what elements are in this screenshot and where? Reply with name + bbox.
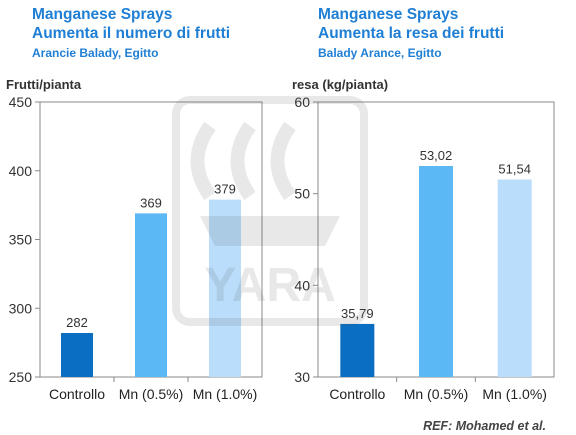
left-bar-chart: 250 300 350 400 450 282 Controllo 369 Mn (0.5%) 3…	[9, 94, 263, 402]
left-chart-subtitle: Aumenta il numero di frutti	[32, 25, 231, 42]
left-bar-1	[61, 333, 93, 377]
right-y-tick-label: 50	[294, 186, 310, 202]
right-data-label-3: 51,54	[498, 162, 531, 177]
left-category-label-1: Controllo	[49, 386, 105, 402]
right-data-label-1: 35,79	[341, 306, 374, 321]
right-y-tick-label: 40	[294, 277, 310, 293]
left-chart-title: Manganese Sprays	[32, 6, 173, 23]
right-data-label-2: 53,02	[420, 148, 453, 163]
left-chart-location: Arancie Balady, Egitto	[32, 46, 159, 60]
left-data-label-3: 379	[214, 182, 236, 197]
right-category-label-3: Mn (1.0%)	[482, 386, 547, 402]
left-y-tick-label: 250	[9, 369, 33, 385]
left-y-tick-label: 350	[9, 232, 33, 248]
left-y-tick-label: 450	[9, 94, 33, 110]
right-bar-2	[419, 165, 453, 377]
left-chart-panel: Manganese Sprays Aumenta il numero di fr…	[6, 6, 263, 402]
left-data-label-2: 369	[140, 195, 162, 210]
left-category-label-2: Mn (0.5%)	[119, 386, 184, 402]
right-bar-1	[340, 323, 375, 377]
left-bar-3	[209, 199, 241, 377]
left-bar-2	[135, 213, 167, 377]
right-chart-location: Balady Arance, Egitto	[318, 46, 442, 60]
right-bar-chart: 30 40 50 60 35,79 Controllo 53,02 Mn (0.5%) 51,5…	[294, 94, 555, 402]
right-chart-title: Manganese Sprays	[318, 6, 459, 23]
left-y-tick-label: 400	[9, 163, 33, 179]
right-y-axis-label: resa (kg/pianta)	[292, 77, 389, 92]
right-category-label-1: Controllo	[329, 386, 385, 402]
right-bar-3	[497, 179, 532, 377]
reference-note: REF: Mohamed et al.	[423, 419, 546, 433]
left-category-label-3: Mn (1.0%)	[193, 386, 258, 402]
left-y-axis-label: Frutti/pianta	[6, 77, 82, 92]
right-y-tick-label: 30	[294, 369, 310, 385]
right-y-tick-label: 60	[294, 94, 310, 110]
right-category-label-2: Mn (0.5%)	[404, 386, 469, 402]
left-y-tick-label: 300	[9, 300, 33, 316]
right-chart-subtitle: Aumenta la resa dei frutti	[318, 25, 505, 42]
right-chart-panel: Manganese Sprays Aumenta la resa dei fru…	[290, 0, 576, 435]
left-data-label-1: 282	[66, 315, 88, 330]
